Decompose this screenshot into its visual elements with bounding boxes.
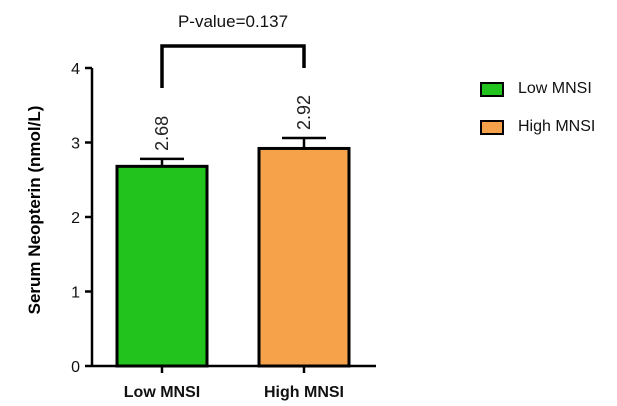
data-label: 2.68: [152, 116, 172, 151]
x-axis: Low MNSI High MNSI: [92, 364, 376, 401]
y-tick-label: 3: [71, 136, 80, 153]
bar: [257, 146, 351, 368]
y-tick-label: 4: [71, 61, 80, 78]
bars: 2.68 2.92: [115, 95, 351, 368]
y-tick-label: 1: [71, 285, 80, 302]
significance-bracket: [160, 44, 306, 88]
data-label: 2.92: [294, 95, 314, 130]
significance-annotation: P-value=0.137: [160, 12, 306, 88]
x-tick-label: Low MNSI: [124, 384, 200, 401]
y-axis: 0 1 2 3 4: [71, 61, 94, 376]
legend: Low MNSI High MNSI: [480, 78, 595, 154]
bar: [115, 164, 209, 368]
legend-label-high-mnsi: High MNSI: [518, 118, 596, 135]
legend-label-low-mnsi: Low MNSI: [518, 80, 592, 97]
p-value-label: P-value=0.137: [178, 12, 288, 31]
x-tick-label: High MNSI: [264, 384, 344, 401]
legend-swatch-low-mnsi: [480, 81, 504, 97]
y-tick-label: 2: [71, 210, 80, 227]
legend-item-high-mnsi: High MNSI: [480, 116, 595, 138]
legend-item-low-mnsi: Low MNSI: [480, 78, 595, 100]
legend-swatch-high-mnsi: [480, 119, 504, 135]
y-axis-label: Serum Neopterin (nmol/L): [25, 106, 44, 315]
y-tick-label: 0: [71, 359, 80, 376]
